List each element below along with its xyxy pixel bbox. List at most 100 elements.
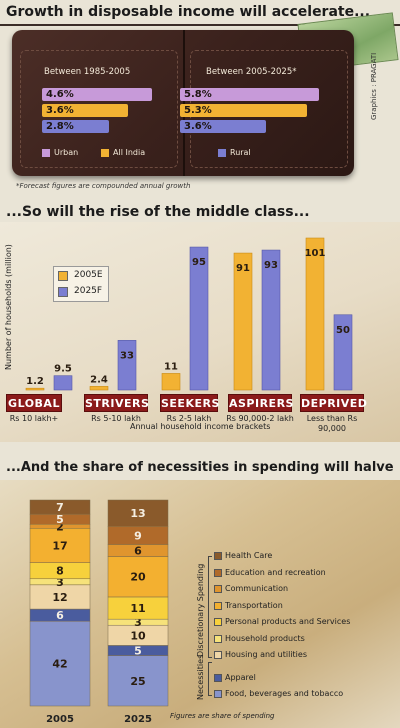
growth-bar-value: 2.8% xyxy=(46,121,74,132)
growth-bar-urban-1985-2005: 4.6% xyxy=(42,88,152,101)
middle-class-legend: 2005E 2025F xyxy=(53,266,109,302)
spending-segment-housing-and-utilities-2005 xyxy=(29,584,91,610)
legend-label-all-india: All India xyxy=(113,148,146,157)
spending-footnote: Figures are share of spending xyxy=(170,712,275,720)
growth-bar-value: 3.6% xyxy=(46,105,74,116)
period-right-label: Between 2005-2025* xyxy=(206,67,297,77)
spending-segment-value: 20 xyxy=(130,571,146,584)
category-label-deprived: DEPRIVED xyxy=(300,394,367,412)
category-label-seekers: SEEKERS xyxy=(160,394,219,412)
section1-title: Growth in disposable income will acceler… xyxy=(6,4,371,20)
spending-segment-value: 6 xyxy=(134,544,142,557)
x-axis-label: Annual household income brackets xyxy=(130,422,271,431)
income-bracket-aspirers: Rs 90,000-2 lakh xyxy=(226,414,294,423)
household-bar-value: 1.2 xyxy=(26,376,44,387)
year-label-2005: 2005 xyxy=(46,714,74,725)
legend-swatch-education-and-recreation xyxy=(214,568,222,577)
legend-swatch-all-india xyxy=(101,149,109,157)
y-axis-label: Number of households (million) xyxy=(4,244,13,370)
category-label-aspirers: ASPIRERS xyxy=(228,394,293,412)
legend-swatch-apparel xyxy=(214,673,222,682)
household-bar-value: 91 xyxy=(236,263,250,274)
growth-bar-rural-2005-2025: 3.6% xyxy=(180,120,266,133)
spending-segment-value: 5 xyxy=(134,644,142,657)
legend-swatch-2005e xyxy=(58,271,68,281)
spending-segment-value: 17 xyxy=(52,539,67,552)
household-bar-global-2025f xyxy=(53,375,73,391)
growth-bar-all-india-2005-2025: 5.3% xyxy=(180,104,307,117)
spending-segment-value: 5 xyxy=(56,513,64,526)
household-bar-value: 9.5 xyxy=(54,364,72,375)
legend-label-education-and-recreation: Education and recreation xyxy=(225,567,326,577)
legend-label-rural: Rural xyxy=(230,148,251,157)
legend-label-urban: Urban xyxy=(54,148,79,157)
category-label-strivers: STRIVERS xyxy=(84,394,149,412)
household-bar-deprived-2025f xyxy=(333,314,353,391)
spending-segment-value: 3 xyxy=(134,616,142,629)
spending-segment-value: 9 xyxy=(134,529,142,542)
legend-label-transportation: Transportation xyxy=(225,600,283,610)
legend-swatch-2025f xyxy=(58,287,68,297)
growth-bar-urban-2005-2025: 5.8% xyxy=(180,88,319,101)
period-left-label: Between 1985-2005 xyxy=(44,67,131,77)
wallet-pocket-left xyxy=(20,50,178,168)
legend-swatch-communication xyxy=(214,585,222,593)
household-bar-value: 101 xyxy=(305,248,326,259)
household-bar-deprived-2005e xyxy=(305,237,325,391)
spending-segment-food-beverages-and-tobacco-2025 xyxy=(107,655,169,707)
household-bar-seekers-2005e xyxy=(161,373,181,391)
income-bracket-strivers: Rs 5-10 lakh xyxy=(91,414,141,423)
growth-bar-value: 5.8% xyxy=(184,89,212,100)
legend-swatch-health-care xyxy=(214,552,222,560)
legend-swatch-urban xyxy=(42,149,50,157)
necessities-label: Necessities xyxy=(196,654,205,700)
spending-segment-health-care-2025 xyxy=(107,499,169,527)
household-bar-value: 93 xyxy=(264,260,278,271)
income-bracket-deprived: Less than Rs 90,000 xyxy=(306,414,358,433)
household-bar-value: 2.4 xyxy=(90,374,108,385)
spending-segment-value: 13 xyxy=(130,507,145,520)
growth-bar-all-india-1985-2005: 3.6% xyxy=(42,104,128,117)
section1-rule xyxy=(0,24,400,26)
household-bar-strivers-2005e xyxy=(89,386,109,391)
middle-class-chart: 1.2 2.4 11 91 101 9.5 33 95 93 50 xyxy=(25,237,353,391)
section2-title: ...So will the rise of the middle class.… xyxy=(6,204,310,220)
forecast-footnote: *Forecast figures are compounded annual … xyxy=(16,182,191,190)
spending-segment-health-care-2005 xyxy=(29,499,91,515)
household-bar-value: 50 xyxy=(336,325,350,336)
household-bar-strivers-2025f xyxy=(117,340,137,391)
legend-swatch-personal-products-and-services xyxy=(214,618,222,626)
spending-segment-value: 12 xyxy=(52,591,67,604)
household-bar-value: 33 xyxy=(120,350,134,361)
legend-swatch-household-products xyxy=(214,634,222,643)
growth-bar-value: 5.3% xyxy=(184,105,212,116)
spending-segment-value: 6 xyxy=(56,609,64,622)
legend-swatch-food-beverages-and-tobacco xyxy=(214,690,222,698)
spending-segment-value: 8 xyxy=(56,565,64,578)
growth-bar-value: 4.6% xyxy=(46,89,74,100)
household-bar-aspirers-2025f xyxy=(261,249,281,391)
household-bar-value: 11 xyxy=(164,361,178,372)
legend-label-apparel: Apparel xyxy=(225,672,256,682)
spending-segment-value: 10 xyxy=(130,629,146,642)
household-bar-aspirers-2005e xyxy=(233,252,253,391)
spending-segment-value: 11 xyxy=(130,602,145,615)
household-bar-global-2005e xyxy=(25,387,45,391)
legend-label-2005e: 2005E xyxy=(74,270,103,280)
graphics-credit: Graphics : PRAGATI xyxy=(370,52,378,120)
legend-label-household-products: Household products xyxy=(225,633,305,643)
growth-bar-rural-1985-2005: 2.8% xyxy=(42,120,109,133)
spending-segment-transportation-2005 xyxy=(29,528,91,563)
year-label-2025: 2025 xyxy=(124,714,152,725)
spending-segment-value: 42 xyxy=(52,658,67,671)
discretionary-bracket xyxy=(208,556,212,658)
spending-segment-value: 3 xyxy=(56,576,64,589)
legend-label-2025f: 2025F xyxy=(74,286,103,296)
income-bracket-global: Rs 10 lakh+ xyxy=(9,414,59,423)
legend-swatch-housing-and-utilities xyxy=(214,651,222,659)
household-bar-value: 95 xyxy=(192,257,206,268)
wallet-image xyxy=(12,30,354,176)
income-bracket-seekers: Rs 2-5 lakh xyxy=(166,414,212,423)
growth-bar-value: 3.6% xyxy=(184,121,212,132)
